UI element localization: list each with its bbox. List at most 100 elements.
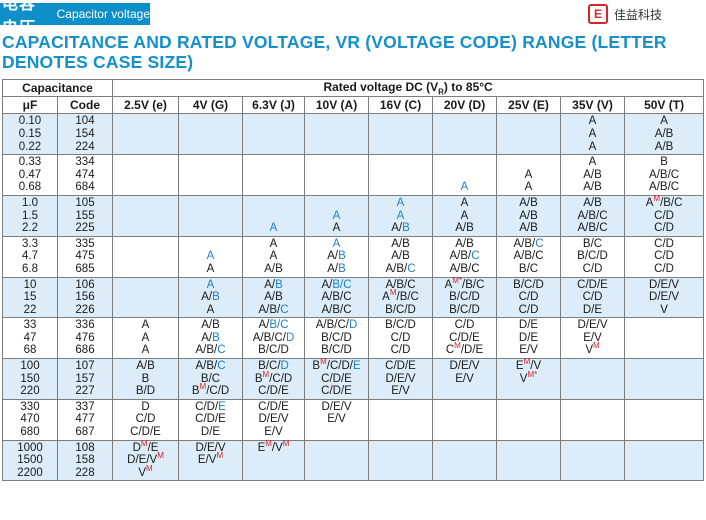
banner-chinese-title: 电容电压 [2,0,37,37]
case-size-cell [432,439,498,482]
case-size-cell: EM/V VM* [496,358,562,400]
case-size-cell: C/D C/D/E CM/D/E [432,317,498,360]
case-size-cell: A/B/C AM/B/C B/C/D [368,276,434,319]
table-row: 1.0 1.5 2.2 105 155 225 A A A A A A/B A A A/B A/B A/B A/… [2,194,705,237]
case-size-cell [432,113,498,156]
uf-cell: 0.10 0.15 0.22 [2,113,58,156]
case-size-cell [178,194,244,237]
case-size-cell [368,439,434,482]
case-size-cell [624,398,705,441]
case-size-cell: A/B B B/D [112,358,180,400]
table-row: 10 15 22 106 156 226 A A/B A A/B A/B A/B/C A/B/C A/B… [2,276,705,319]
case-size-cell: C/D/E C/D/E D/E [178,398,244,441]
uf-header: μF [2,96,58,115]
banner-english-title: Capacitor voltage [56,7,150,21]
case-size-cell: C/D/E D/E/V E/V [242,398,306,441]
uf-cell: 330 470 680 [2,398,58,441]
logo-icon: E [587,4,608,24]
case-size-cell [496,439,562,482]
table-row: 3.3 4.7 6.8 335 475 685 A A A A A/B A A/B A/B A/B A/B A… [2,235,705,278]
case-size-cell [112,194,180,237]
code-cell: 335 475 685 [56,235,114,278]
rated-voltage-header: Rated voltage DC (VR) to 85°C [112,78,705,98]
case-size-cell: AM*/B/C B/C/D B/C/D [432,276,498,319]
case-size-cell: A A A/B [432,194,498,237]
capacitance-voltage-table: Capacitance Rated voltage DC (VR) to 85°… [1,78,705,482]
table-row: 33 47 68 336 476 686 A A A A/B A/B A/B/C A/B/C A/B/C/… [2,317,705,360]
case-size-cell [112,113,180,156]
code-cell: 107 157 227 [56,358,114,400]
case-size-cell [624,439,705,482]
capacitance-header: Capacitance [1,78,114,98]
table-row: 100 150 220 107 157 227 A/B B B/D A/B/C B/C BM/C/D B… [2,358,705,400]
case-size-cell: A/B A/B/C A/B/C [432,235,498,278]
voltage-header: 35V (V) [560,96,626,115]
case-size-cell [432,398,498,441]
case-size-cell: AM/B/C C/D C/D [624,195,705,237]
case-size-cell: D/E/V D/E/V V [624,276,705,319]
case-size-cell [496,398,562,441]
voltage-header: 20V (D) [432,96,498,115]
voltage-header: 50V (T) [624,96,705,115]
case-size-cell: A A/B A/B [304,235,370,278]
case-size-cell [242,113,306,156]
case-size-cell: B/C/D BM/C/D C/D/E [242,358,306,400]
case-size-cell: A/B/C/D B/C/D B/C/D [304,317,370,360]
case-size-cell [112,276,180,319]
case-size-cell [112,235,180,278]
voltage-header: 25V (E) [496,96,562,115]
case-size-cell: D/E/V E/V [304,398,370,441]
logo-text: 佳益科技 [613,7,662,22]
uf-cell: 1000 1500 2200 [2,439,58,482]
uf-cell: 0.33 0.47 0.68 [2,154,58,196]
case-size-cell: A [242,194,306,237]
case-size-cell: A A/B A/B [624,113,705,156]
case-size-cell: A/B/C B/C BM/C/D [178,358,244,400]
case-size-cell: B/C/D C/D C/D [368,317,434,360]
case-size-cell: C/D/E C/D D/E [560,276,626,319]
case-size-cell: A A/B A [178,276,244,319]
case-size-cell: DM/E D/E/VM VM [112,439,180,482]
case-size-cell: D/E/V E/VM [178,439,244,482]
case-size-cell: B/C/D C/D C/D [496,276,562,319]
uf-cell: 10 15 22 [2,276,58,319]
table-row: 1000 1500 2200 108 158 228 DM/E D/E/VM VM D/E/V E/… [2,439,705,482]
case-size-cell: A/B/C A/B/C A/B/C [304,276,370,319]
code-cell: 105 155 225 [56,194,114,237]
case-size-cell [496,113,562,156]
uf-cell: 3.3 4.7 6.8 [2,235,58,278]
case-size-cell [368,113,434,156]
code-cell: 108 158 228 [56,439,114,482]
case-size-cell: D/E/V E/V [432,358,498,400]
code-cell: 336 476 686 [56,317,114,360]
code-cell: 337 477 687 [56,398,114,441]
case-size-cell: A [432,154,498,196]
case-size-cell [368,398,434,441]
case-size-cell [624,358,705,400]
page-title: CAPACITANCE AND RATED VOLTAGE, VR (VOLTA… [2,32,667,72]
voltage-header: 4V (G) [178,96,244,115]
case-size-cell: A A/B A/B [560,154,626,196]
case-size-cell: BM/C/D/E C/D/E C/D/E [304,358,370,400]
case-size-cell: B A/B/C A/B/C [624,154,705,196]
top-bar: 电容电压 Capacitor voltage E 佳益科技 [0,0,706,37]
section-banner: 电容电压 Capacitor voltage [0,0,150,37]
case-size-cell [560,439,626,482]
case-size-cell: D C/D C/D/E [112,398,180,441]
case-size-cell: A/B A/B A/B [496,194,562,237]
case-size-cell: B/C B/C/D C/D [560,235,626,278]
code-cell: 106 156 226 [56,276,114,319]
case-size-cell: EM/VM [242,439,306,482]
case-size-cell [304,439,370,482]
case-size-cell: A/B A/B A/B/C [242,276,306,319]
case-size-cell: D/E/V E/V VM [560,317,626,360]
case-size-cell: A A A/B [368,194,434,237]
case-size-cell: A/B A/B A/B/C [368,235,434,278]
case-size-cell: C/D/E D/E/V E/V [368,358,434,400]
case-size-cell [368,154,434,196]
case-size-cell [304,154,370,196]
